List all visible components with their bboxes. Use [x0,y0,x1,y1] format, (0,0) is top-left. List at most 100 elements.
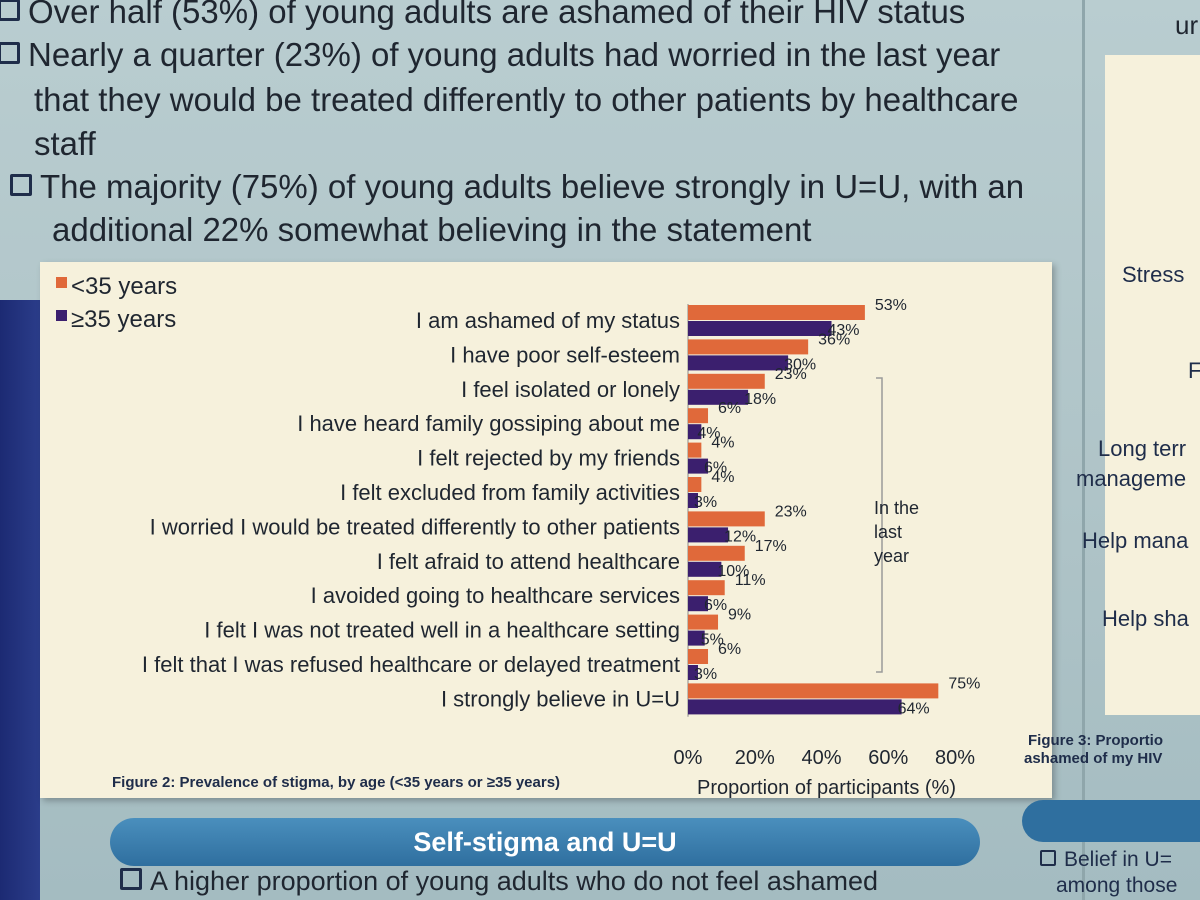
right-item: manageme [1076,466,1187,491]
bullet-3-line-2: additional 22% somewhat believing in the… [52,210,811,250]
category-label: I felt that I was refused healthcare or … [142,652,680,677]
bar-over35 [688,493,699,508]
bar-over35 [688,596,709,612]
bar-under35 [688,373,765,389]
bottom-bullet: A higher proportion of young adults who … [120,866,878,897]
legend-swatch [56,310,67,321]
checkbox-icon [10,174,32,197]
bullet-text: Over half (53%) of young adults are asha… [28,0,966,30]
bullet-text: The majority (75%) of young adults belie… [40,168,1025,205]
bullet-2-line-2: that they would be treated differently t… [34,80,1019,120]
bar-over35 [688,424,702,440]
annotation-text: In the [874,498,919,518]
right-item: Stress [1122,262,1185,287]
data-label: 4% [711,469,734,486]
panel-divider [1082,0,1085,900]
checkbox-icon [120,867,142,890]
bar-under35 [688,649,709,664]
data-label: 64% [898,700,930,717]
bar-under35 [688,477,702,492]
category-label: I felt I was not treated well in a healt… [204,618,680,643]
right-item: Help sha [1102,606,1189,631]
bar-under35 [688,545,745,561]
data-label: 23% [775,366,807,383]
bar-chart: I am ashamed of my status 53% 43% I have po… [56,273,980,798]
data-label: 5% [701,632,724,649]
bar-over35 [688,527,729,543]
data-label: 3% [694,494,717,511]
data-label: 17% [755,538,787,555]
right-item: F [1188,358,1200,383]
annotation-bracket [876,377,883,673]
data-label: 6% [704,597,727,614]
bar-under35 [688,442,702,458]
data-label: 6% [718,400,741,417]
bar-over35 [688,321,832,336]
bar-under35 [688,511,765,527]
bar-over35 [688,561,722,577]
category-label: I feel isolated or lonely [461,377,680,402]
bullet-text: that they would be treated differently t… [34,81,1019,118]
bar-over35 [688,699,902,715]
data-label: 12% [724,528,756,545]
bar-over35 [688,630,705,646]
annotation-text: last [874,522,902,542]
section-header: Self-stigma and U=U [110,818,980,866]
annotation-text: year [874,546,909,566]
x-tick-label: 40% [801,747,841,769]
data-label: 11% [735,572,766,589]
right-bottom-2: among those [1056,874,1178,897]
category-label: I avoided going to healthcare services [311,583,680,608]
data-label: 23% [775,503,807,520]
right-bottom-1: Belief in U= [1040,848,1172,872]
right-bottom-text: Belief in U= [1064,848,1172,871]
category-label: I am ashamed of my status [416,308,680,333]
data-label: 30% [784,356,816,373]
bar-over35 [688,355,789,371]
bullet-2: Nearly a quarter (23%) of young adults h… [0,35,1000,75]
data-label: 4% [697,425,720,442]
category-label: I felt rejected by my friends [417,446,680,471]
data-label: 75% [948,675,980,692]
legend-swatch [56,277,67,288]
bar-under35 [688,614,719,630]
x-tick-label: 20% [735,747,775,769]
checkbox-icon [0,42,20,65]
x-tick-label: 60% [868,747,908,769]
checkbox-icon [0,0,20,22]
data-label: 6% [704,460,727,477]
bottom-bullet-text: A higher proportion of young adults who … [150,866,878,896]
category-label: I have poor self-esteem [450,342,680,367]
data-label: 53% [875,297,907,314]
category-label: I strongly believe in U=U [441,686,680,711]
bar-over35 [688,665,699,680]
x-tick-label: 80% [935,747,975,769]
data-label: 36% [818,331,850,348]
bullet-text: staff [34,125,96,162]
right-caption-1: Figure 3: Proportio [1028,732,1163,749]
poster-left-edge [0,300,40,900]
bar-under35 [688,580,725,596]
bar-under35 [688,339,809,355]
legend-label: <35 years [71,273,177,300]
bullet-1: Over half (53%) of young adults are asha… [0,0,965,32]
bullet-3: The majority (75%) of young adults belie… [10,167,1024,207]
right-section-header [1022,800,1200,842]
checkbox-icon [1040,850,1056,867]
bullet-text: additional 22% somewhat believing in the… [52,211,812,248]
figure-caption: Figure 2: Prevalence of stigma, by age (… [112,774,561,791]
category-label: I have heard family gossiping about me [297,411,680,436]
bullet-text: Nearly a quarter (23%) of young adults h… [28,36,1001,73]
data-label: 18% [744,391,776,408]
data-label: 3% [694,666,717,683]
bar-over35 [688,389,749,405]
data-label: 10% [717,563,749,580]
x-tick-label: 0% [674,747,703,769]
figure-3-panel [1105,55,1200,715]
right-top-fragment: ur [1175,10,1199,40]
figure-2-card: I am ashamed of my status 53% 43% I have po… [40,262,1052,798]
category-label: I felt excluded from family activities [340,480,680,505]
data-label: 6% [718,641,741,658]
bar-under35 [688,305,865,320]
data-label: 4% [711,435,734,452]
